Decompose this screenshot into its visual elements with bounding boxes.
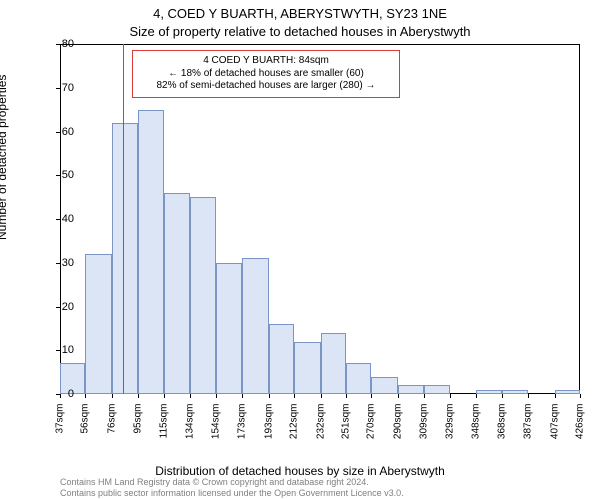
x-tick	[580, 394, 581, 398]
annotation-box: 4 COED Y BUARTH: 84sqm← 18% of detached …	[132, 50, 400, 98]
histogram-bar	[216, 263, 241, 394]
x-tick	[85, 394, 86, 398]
histogram-bar	[269, 324, 294, 394]
histogram-bar	[502, 390, 527, 394]
x-tick	[424, 394, 425, 398]
histogram-bar	[346, 363, 371, 394]
plot-area: 4 COED Y BUARTH: 84sqm← 18% of detached …	[60, 44, 580, 394]
x-tick	[528, 394, 529, 398]
histogram-bar	[555, 390, 580, 394]
histogram-bar	[476, 390, 503, 394]
annotation-line2: ← 18% of detached houses are smaller (60…	[141, 68, 391, 81]
y-tick-label: 50	[40, 169, 74, 181]
histogram-bar	[321, 333, 346, 394]
x-tick-label: 37sqm	[55, 404, 66, 444]
x-tick	[371, 394, 372, 398]
x-tick-label: 56sqm	[80, 404, 91, 444]
x-tick-label: 368sqm	[497, 404, 508, 444]
x-tick-label: 154sqm	[211, 404, 222, 444]
y-tick-label: 80	[40, 38, 74, 50]
histogram-bar	[85, 254, 112, 394]
footer-line1: Contains HM Land Registry data © Crown c…	[60, 477, 404, 487]
histogram-bar	[112, 123, 137, 394]
x-tick-label: 115sqm	[159, 404, 170, 444]
x-tick	[450, 394, 451, 398]
histogram-bar	[164, 193, 189, 394]
x-tick-label: 348sqm	[470, 404, 481, 444]
x-tick-label: 251sqm	[341, 404, 352, 444]
x-tick	[476, 394, 477, 398]
chart-title-line1: 4, COED Y BUARTH, ABERYSTWYTH, SY23 1NE	[0, 6, 600, 21]
x-tick-label: 76sqm	[107, 404, 118, 444]
x-tick	[216, 394, 217, 398]
histogram-bar	[190, 197, 217, 394]
x-tick-label: 173sqm	[236, 404, 247, 444]
x-tick-label: 309sqm	[418, 404, 429, 444]
x-tick-label: 270sqm	[366, 404, 377, 444]
x-tick	[502, 394, 503, 398]
x-tick-label: 232sqm	[315, 404, 326, 444]
x-axis-label: Distribution of detached houses by size …	[0, 464, 600, 478]
footer-text: Contains HM Land Registry data © Crown c…	[60, 477, 404, 498]
x-tick-label: 193sqm	[263, 404, 274, 444]
x-tick-label: 426sqm	[575, 404, 586, 444]
histogram-bar	[242, 258, 269, 394]
x-tick	[321, 394, 322, 398]
x-tick	[555, 394, 556, 398]
x-tick	[112, 394, 113, 398]
y-tick-label: 10	[40, 344, 74, 356]
y-tick-label: 20	[40, 301, 74, 313]
x-tick	[398, 394, 399, 398]
x-tick	[242, 394, 243, 398]
histogram-bar	[398, 385, 423, 394]
x-tick	[294, 394, 295, 398]
y-tick-label: 60	[40, 126, 74, 138]
y-axis-label: Number of detached properties	[0, 75, 9, 240]
x-tick-label: 290sqm	[393, 404, 404, 444]
x-tick	[190, 394, 191, 398]
x-tick	[269, 394, 270, 398]
chart-title-line2: Size of property relative to detached ho…	[0, 24, 600, 39]
histogram-bar	[138, 110, 165, 394]
x-tick	[346, 394, 347, 398]
y-tick-label: 40	[40, 213, 74, 225]
histogram-bar	[371, 377, 398, 395]
x-tick-label: 387sqm	[522, 404, 533, 444]
y-tick-label: 70	[40, 82, 74, 94]
y-tick-label: 30	[40, 257, 74, 269]
page: 4, COED Y BUARTH, ABERYSTWYTH, SY23 1NE …	[0, 0, 600, 500]
x-tick-label: 95sqm	[132, 404, 143, 444]
x-tick-label: 329sqm	[445, 404, 456, 444]
x-tick	[138, 394, 139, 398]
x-tick-label: 134sqm	[184, 404, 195, 444]
annotation-line3: 82% of semi-detached houses are larger (…	[141, 80, 391, 93]
histogram-bar	[294, 342, 321, 395]
x-tick-label: 212sqm	[288, 404, 299, 444]
reference-line	[123, 44, 124, 394]
footer-line2: Contains public sector information licen…	[60, 488, 404, 498]
x-tick	[164, 394, 165, 398]
x-tick-label: 407sqm	[549, 404, 560, 444]
y-tick-label: 0	[40, 388, 74, 400]
annotation-line1: 4 COED Y BUARTH: 84sqm	[141, 55, 391, 68]
histogram-bar	[424, 385, 451, 394]
